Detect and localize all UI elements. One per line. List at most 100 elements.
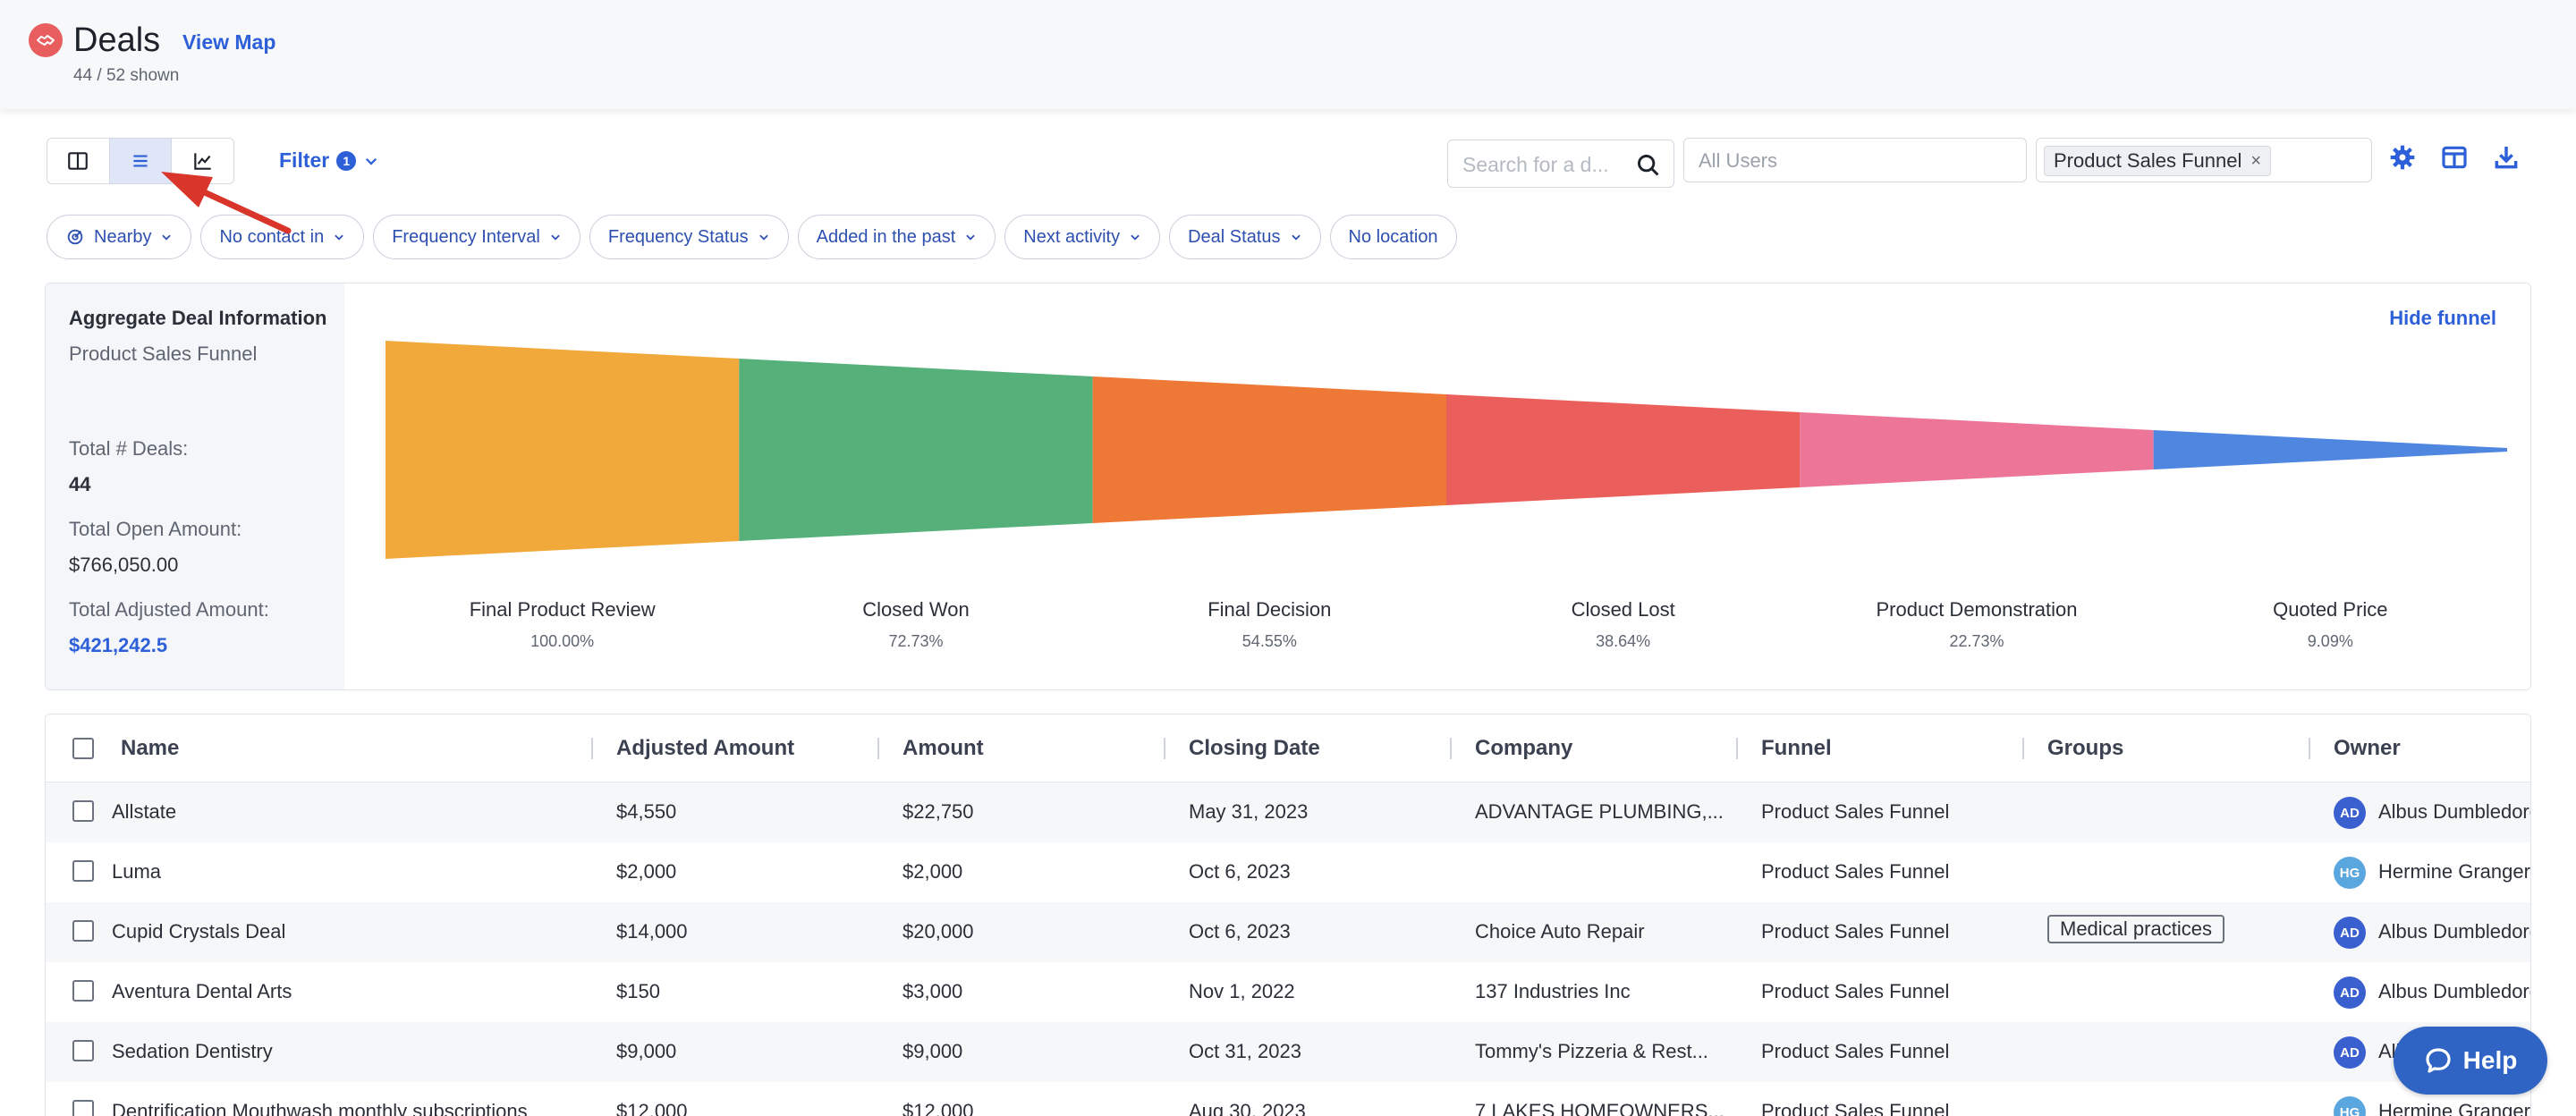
closing-date-cell: Oct 31, 2023	[1189, 1040, 1301, 1062]
quick-filter-label: Frequency Status	[607, 226, 749, 247]
chevron-down-icon	[1291, 234, 1301, 241]
amount-cell: $20,000	[902, 920, 974, 943]
funnel-segment-4[interactable]	[1446, 394, 1801, 505]
quick-filter-no-location[interactable]: No location	[1329, 215, 1457, 259]
table-row[interactable]: Sedation Dentistry $9,000 $9,000 Oct 31, 20…	[46, 1022, 2530, 1082]
help-label: Help	[2462, 1046, 2518, 1074]
table-row[interactable]: Luma $2,000 $2,000 Oct 6, 2023 Product Sales…	[46, 842, 2530, 902]
users-select[interactable]	[1683, 138, 2027, 182]
table-row[interactable]: Cupid Crystals Deal $14,000 $20,000 Oct 6, …	[46, 902, 2530, 962]
row-checkbox[interactable]	[72, 800, 94, 822]
group-tag[interactable]: Medical practices	[2047, 915, 2224, 943]
chart-view-button[interactable]	[172, 139, 233, 183]
quick-filter-nearby[interactable]: Nearby	[47, 215, 192, 259]
row-checkbox[interactable]	[72, 920, 94, 942]
column-resizer[interactable]	[1450, 738, 1452, 759]
table-row[interactable]: Aventura Dental Arts $150 $3,000 Nov 1, 202…	[46, 962, 2530, 1022]
funnel-segment-1[interactable]	[386, 341, 740, 559]
funnel-segment-5[interactable]	[1800, 412, 2154, 487]
quick-filter-label: Added in the past	[816, 226, 956, 247]
chat-bubble-icon	[2426, 1048, 2451, 1073]
select-all-checkbox[interactable]	[72, 738, 94, 759]
search-icon[interactable]	[1636, 153, 1661, 178]
table-row[interactable]: Allstate $4,550 $22,750 May 31, 2023 ADVANTA…	[46, 782, 2531, 842]
deal-name-cell[interactable]: Luma	[112, 860, 162, 883]
row-checkbox[interactable]	[72, 980, 94, 1002]
funnel-chart: Final Product Review 100.00% Closed Won 72.…	[386, 341, 2507, 650]
shown-count: 44 / 52 shown	[73, 66, 180, 85]
chevron-down-icon	[335, 234, 343, 241]
column-header-adjusted-amount[interactable]: Adjusted Amount	[616, 736, 795, 760]
quick-filter-no-contact[interactable]: No contact in	[200, 215, 365, 259]
column-header-funnel[interactable]: Funnel	[1761, 736, 1832, 760]
view-map-link[interactable]: View Map	[182, 30, 276, 54]
columns-button[interactable]	[2440, 143, 2469, 172]
row-checkbox[interactable]	[72, 1040, 94, 1061]
deal-name-cell[interactable]: Cupid Crystals Deal	[112, 920, 286, 943]
table-header: Name Adjusted Amount Amount Closing Date…	[46, 714, 2530, 782]
avatar: AD	[2334, 797, 2366, 829]
column-header-owner[interactable]: Owner	[2334, 736, 2401, 760]
chevron-down-icon	[758, 234, 768, 241]
quick-filter-frequency-interval[interactable]: Frequency Interval	[373, 215, 580, 259]
gear-icon	[2390, 145, 2415, 170]
funnel-cell: Product Sales Funnel	[1761, 980, 1950, 1002]
owner-cell: Hermine Granger	[2378, 1100, 2530, 1116]
avatar: HG	[2334, 1096, 2366, 1116]
deal-name-cell[interactable]: Aventura Dental Arts	[112, 980, 292, 1002]
funnel-segment-3[interactable]	[1092, 376, 1446, 523]
download-button[interactable]	[2492, 143, 2521, 172]
amount-cell: $12,000	[902, 1100, 974, 1116]
quick-filter-deal-status[interactable]: Deal Status	[1169, 215, 1321, 259]
list-view-icon	[133, 155, 148, 167]
funnel-stage-percent: 100.00%	[530, 632, 594, 650]
quick-filter-frequency-status[interactable]: Frequency Status	[589, 215, 789, 259]
users-input[interactable]	[1699, 148, 2003, 174]
settings-button[interactable]	[2388, 143, 2417, 172]
column-header-company[interactable]: Company	[1475, 736, 1573, 760]
deal-name-cell[interactable]: Sedation Dentistry	[112, 1040, 273, 1062]
funnel-segment-2[interactable]	[739, 359, 1093, 541]
deal-search-box	[1447, 140, 1674, 188]
filter-button[interactable]: Filter 1	[279, 148, 379, 173]
list-view-button[interactable]	[109, 139, 173, 183]
deal-name-cell[interactable]: Dentrification Mouthwash monthly subscri…	[112, 1100, 528, 1116]
row-checkbox[interactable]	[72, 860, 94, 882]
close-icon[interactable]: ×	[2250, 150, 2262, 171]
total-open-label: Total Open Amount:	[69, 518, 242, 540]
funnel-select[interactable]: Product Sales Funnel ×	[2036, 138, 2372, 182]
column-header-closing-date[interactable]: Closing Date	[1189, 736, 1320, 760]
table-row[interactable]: Dentrification Mouthwash monthly subscri…	[46, 1082, 2530, 1116]
column-header-amount[interactable]: Amount	[902, 736, 984, 760]
board-view-icon	[68, 152, 89, 170]
column-resizer[interactable]	[877, 738, 879, 759]
quick-filter-label: Frequency Interval	[392, 226, 540, 247]
board-view-button[interactable]	[47, 139, 110, 183]
quick-filter-added-in-past[interactable]: Added in the past	[797, 215, 996, 259]
column-header-name[interactable]: Name	[121, 736, 180, 760]
page-header: Deals View Map 44 / 52 shown	[0, 0, 2576, 109]
filter-count-badge: 1	[336, 150, 357, 171]
total-adjusted-label: Total Adjusted Amount:	[69, 598, 269, 621]
funnel-stage-percent: 9.09%	[2308, 632, 2353, 650]
funnel-chip-label: Product Sales Funnel	[2054, 149, 2242, 172]
column-resizer[interactable]	[1736, 738, 1738, 759]
quick-filter-next-activity[interactable]: Next activity	[1004, 215, 1161, 259]
row-checkbox[interactable]	[72, 1100, 94, 1116]
total-open-value: $766,050.00	[69, 554, 179, 576]
column-resizer[interactable]	[591, 738, 593, 759]
adjusted-amount-cell: $9,000	[616, 1040, 677, 1062]
company-cell: Tommy's Pizzeria & Rest...	[1475, 1040, 1708, 1062]
help-button[interactable]: Help	[2394, 1027, 2547, 1095]
column-header-groups[interactable]: Groups	[2047, 736, 2124, 760]
column-resizer[interactable]	[1164, 738, 1165, 759]
chevron-down-icon	[551, 234, 560, 241]
funnel-segment-6[interactable]	[2153, 430, 2507, 469]
deal-name-cell[interactable]: Allstate	[112, 800, 177, 823]
column-resizer[interactable]	[2022, 738, 2024, 759]
owner-cell: Albus Dumbledore	[2378, 800, 2531, 823]
hide-funnel-link[interactable]: Hide funnel	[2389, 307, 2496, 329]
funnel-stage-label: Quoted Price	[2273, 598, 2387, 621]
deal-search-input[interactable]	[1462, 151, 1632, 178]
column-resizer[interactable]	[2309, 738, 2310, 759]
